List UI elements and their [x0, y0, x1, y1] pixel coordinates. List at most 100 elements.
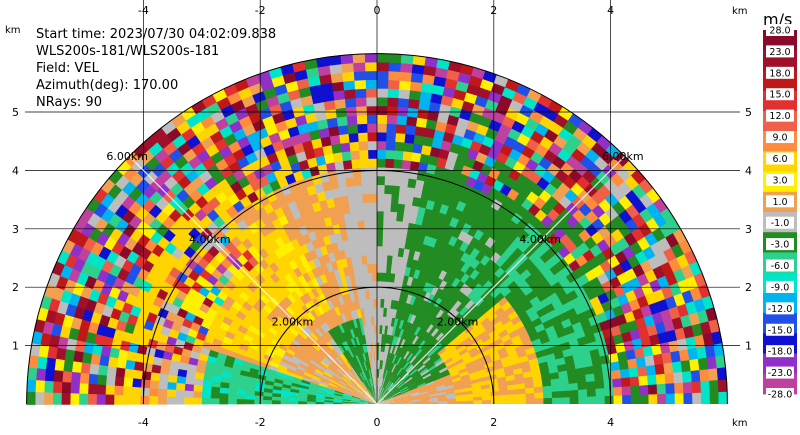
velocity-gate — [50, 323, 63, 338]
velocity-gate — [271, 112, 285, 125]
velocity-gate — [314, 247, 324, 258]
velocity-gate — [321, 345, 331, 354]
velocity-gate — [504, 78, 520, 92]
velocity-gate — [485, 341, 496, 351]
velocity-gate — [73, 306, 86, 321]
velocity-gate — [504, 305, 516, 316]
velocity-gate — [305, 67, 320, 79]
velocity-gate — [586, 127, 603, 143]
velocity-gate — [308, 387, 318, 392]
velocity-gate — [513, 320, 525, 330]
velocity-gate — [294, 349, 305, 358]
velocity-gate — [402, 393, 411, 397]
velocity-gate — [346, 124, 359, 134]
velocity-gate — [406, 313, 414, 323]
velocity-gate — [327, 384, 337, 390]
velocity-gate — [476, 368, 487, 375]
velocity-gate — [393, 336, 399, 346]
colorbar-tick-label: 3.0 — [772, 175, 787, 186]
velocity-gate — [335, 345, 343, 355]
velocity-gate — [464, 397, 474, 401]
velocity-gate — [237, 384, 247, 391]
velocity-gate — [258, 258, 270, 271]
velocity-gate — [337, 344, 345, 354]
velocity-gate — [482, 399, 492, 404]
velocity-gate — [342, 351, 350, 361]
velocity-gate — [248, 342, 259, 351]
velocity-gate — [651, 311, 664, 325]
velocity-gate — [368, 401, 377, 404]
velocity-gate — [402, 397, 412, 401]
velocity-gate — [356, 211, 365, 222]
velocity-gate — [332, 152, 343, 163]
velocity-gate — [489, 240, 502, 253]
velocity-gate — [209, 301, 221, 313]
velocity-gate — [476, 171, 489, 184]
velocity-gate — [334, 205, 344, 216]
velocity-gate — [146, 312, 158, 324]
velocity-gate — [255, 298, 267, 309]
velocity-gate — [635, 316, 647, 330]
velocity-gate — [219, 321, 230, 332]
velocity-gate — [108, 264, 122, 278]
velocity-gate — [367, 360, 371, 370]
velocity-gate — [577, 381, 587, 390]
velocity-gate — [46, 346, 58, 360]
velocity-gate — [421, 371, 431, 378]
velocity-gate — [370, 342, 374, 352]
velocity-gate — [377, 386, 379, 396]
velocity-gate — [377, 402, 386, 404]
velocity-gate — [385, 399, 395, 403]
velocity-gate — [388, 372, 394, 381]
velocity-gate — [595, 338, 607, 349]
velocity-gate — [627, 254, 641, 269]
velocity-gate — [460, 272, 470, 284]
velocity-gate — [388, 384, 396, 392]
velocity-gate — [374, 377, 376, 387]
velocity-gate — [484, 247, 496, 259]
velocity-gate — [441, 195, 452, 207]
velocity-gate — [445, 294, 455, 305]
velocity-gate — [395, 124, 407, 134]
velocity-gate — [334, 232, 343, 243]
velocity-gate — [336, 368, 345, 376]
velocity-gate — [249, 292, 260, 303]
velocity-gate — [390, 264, 397, 274]
velocity-gate — [269, 310, 280, 320]
velocity-gate — [311, 201, 322, 213]
velocity-gate — [306, 401, 316, 405]
velocity-gate — [357, 335, 363, 346]
velocity-gate — [503, 364, 514, 373]
velocity-gate — [386, 97, 399, 107]
velocity-gate — [306, 289, 316, 301]
velocity-gate — [300, 382, 310, 388]
velocity-gate — [394, 346, 401, 356]
velocity-gate — [425, 360, 434, 368]
velocity-gate — [504, 290, 516, 302]
velocity-gate — [364, 370, 369, 380]
velocity-gate — [128, 263, 142, 278]
velocity-gate — [510, 285, 523, 297]
velocity-gate — [280, 393, 290, 399]
velocity-gate — [377, 395, 380, 404]
velocity-gate — [338, 323, 345, 334]
velocity-gate — [325, 198, 336, 209]
velocity-gate — [289, 391, 299, 396]
velocity-gate — [417, 384, 427, 389]
velocity-gate — [306, 184, 317, 196]
velocity-gate — [385, 132, 396, 142]
velocity-gate — [464, 360, 475, 368]
velocity-gate — [593, 330, 605, 342]
velocity-gate — [498, 389, 509, 396]
velocity-gate — [460, 351, 471, 359]
velocity-gate — [97, 364, 109, 377]
velocity-gate — [435, 384, 446, 390]
velocity-gate — [455, 302, 466, 313]
velocity-gate — [343, 321, 350, 331]
velocity-gate — [412, 315, 420, 326]
velocity-gate — [380, 281, 386, 291]
velocity-gate — [377, 400, 386, 404]
velocity-gate — [268, 364, 279, 372]
velocity-gate — [411, 371, 420, 379]
